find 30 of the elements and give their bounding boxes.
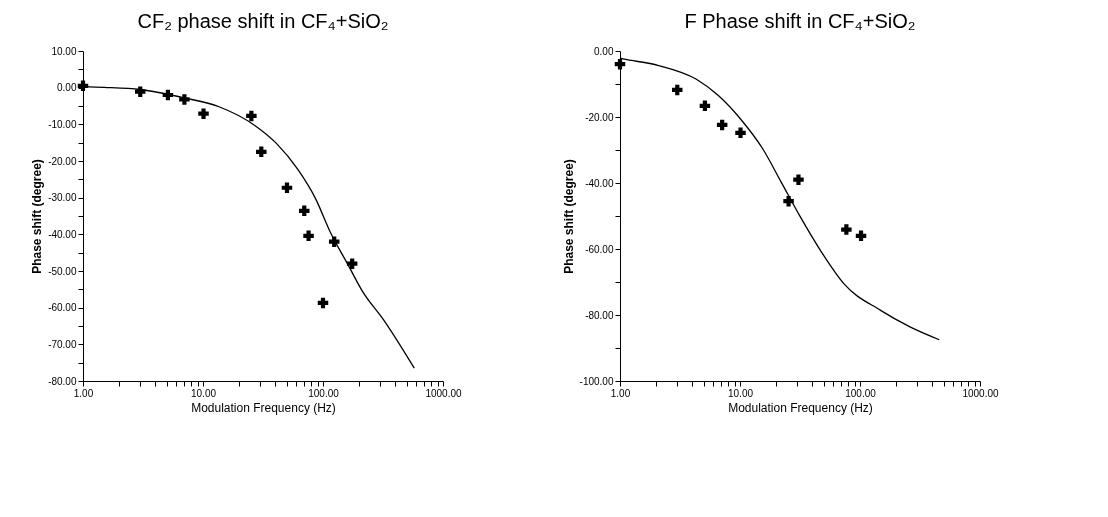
chart-title: CF₂ phase shift in CF₄+SiO₂ [137,10,389,32]
y-tick-label: -80.00 [585,309,614,321]
y-tick-label: -70.00 [48,338,77,350]
y-tick-label: -20.00 [48,155,77,167]
x-tick-label: 10.00 [727,387,754,399]
x-tick-label: 1000.00 [962,387,1000,399]
x-tick-label: 10.00 [190,387,217,399]
y-tick-label: -40.00 [48,228,77,240]
y-tick-label: -50.00 [48,265,77,277]
x-tick-label: 100.00 [308,387,340,399]
x-tick-label: 100.00 [845,387,877,399]
y-tick-label: 0.00 [594,45,614,57]
x-tick-label: 1000.00 [425,387,463,399]
y-axis-title: Phase shift (degree) [561,159,576,274]
y-tick-label: -20.00 [585,111,614,123]
y-tick-label: -30.00 [48,192,77,204]
x-tick-label: 1.00 [610,387,631,399]
y-axis-title: Phase shift (degree) [30,159,45,274]
y-tick-label: -60.00 [585,243,614,255]
y-tick-label: -80.00 [48,375,77,387]
x-axis-title: Modulation Frequency (Hz) [191,400,336,415]
x-tick-label: 1.00 [73,387,94,399]
y-tick-label: 10.00 [51,45,77,57]
y-tick-label: -40.00 [585,177,614,189]
y-tick-label: 0.00 [57,82,77,94]
chart-title: F Phase shift in CF₄+SiO₂ [684,10,916,32]
x-axis-title: Modulation Frequency (Hz) [728,400,873,415]
y-tick-label: -10.00 [48,118,77,130]
y-tick-label: -60.00 [48,302,77,314]
y-tick-label: -100.00 [579,375,614,387]
